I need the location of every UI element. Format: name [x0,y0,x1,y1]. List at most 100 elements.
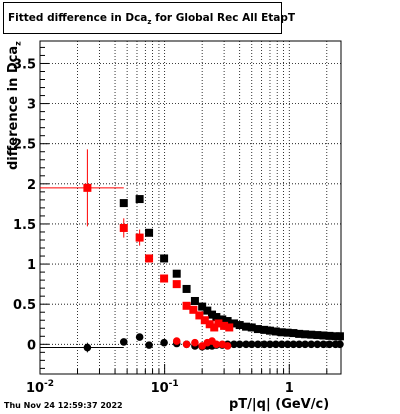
data-point-square [277,328,286,337]
data-point-circle [247,340,256,349]
chart-title: Fitted difference in Dcaz for Global Rec… [8,12,295,26]
data-point-circle [277,340,286,349]
data-point-square [225,323,234,332]
data-point-circle [135,333,144,341]
data-point-square [331,332,340,341]
data-point-square [283,328,292,337]
data-point-circle [235,340,244,349]
y-tick-label: 1 [27,258,36,273]
timestamp: Thu Nov 24 12:59:37 2022 [4,401,123,410]
data-point-circle [212,340,221,349]
data-point-circle [336,340,344,349]
data-point-circle [283,340,292,349]
data-point-square [295,329,304,338]
data-point-circle [266,340,274,349]
data-point-square [160,274,169,283]
data-point-square [145,254,154,263]
data-point-circle [83,343,92,352]
data-point-circle [160,338,168,347]
tick-labels: 10-2 10-1 1 0 0.5 1 1.5 2 2.5 3 3.5 [13,57,294,396]
data-point-square [260,325,269,334]
data-point-square [198,302,207,311]
chart-title-subscript: z [147,18,152,27]
data-point-square [83,183,92,192]
data-point-square [160,254,169,263]
data-point-square [135,233,144,242]
data-point-circle [301,340,309,349]
x-tick-label: 1 [285,381,294,396]
data-point-square [235,321,244,330]
data-point-circle [289,340,298,349]
y-tick-label: 0.5 [13,298,36,313]
y-tick-label: 1.5 [13,218,36,233]
data-point-square [205,320,214,329]
data-point-square [307,330,316,339]
data-point-square [289,329,298,338]
data-point-circle [260,340,269,349]
y-axis-label: difference in Dcaz [6,41,23,170]
title-box: Fitted difference in Dcaz for Global Rec… [3,2,295,34]
data-point-square [208,310,217,319]
x-tick-label: 10-1 [151,379,179,396]
data-point-square [172,280,181,289]
data-point-circle [242,340,250,349]
data-point-square [214,319,223,328]
grid [39,41,341,374]
data-points [83,183,344,352]
data-point-square [182,284,191,293]
y-tick-label: 3 [27,98,36,113]
data-point-circle [325,340,334,349]
data-point-square [203,306,212,315]
data-point-square [325,331,334,340]
y-axis-label-text: difference in Dca [6,45,21,170]
data-point-circle [119,338,128,346]
data-point-circle [319,340,328,349]
data-point-square [335,332,344,341]
data-point-square [135,195,144,204]
data-point-square [253,325,262,334]
data-point-circle [182,340,191,349]
data-point-square [210,323,219,332]
x-axis-label: pT/|q| (GeV/c) [229,397,330,412]
data-point-square [195,311,204,320]
data-point-circle [145,341,153,349]
y-tick-label: 3.5 [13,57,36,72]
data-point-circle [313,340,322,349]
data-point-square [119,199,128,208]
axis-ticks [39,46,328,374]
data-point-square [212,313,221,322]
data-point-square [271,327,280,336]
data-point-square [172,269,181,278]
data-point-circle [191,338,199,347]
plot-frame [39,40,342,375]
data-point-square [313,331,322,340]
data-point-circle [295,340,303,349]
data-point-square [301,330,310,339]
data-point-circle [223,342,232,350]
data-point-square [218,315,227,324]
data-point-circle [307,340,316,349]
data-point-square [119,223,128,232]
data-point-square [220,321,229,330]
chart-title-suffix: for Global Rec All EtapT [151,12,296,24]
data-point-square [265,326,274,335]
data-point-square [189,305,198,314]
data-point-square [242,322,251,331]
y-tick-label: 2 [27,178,36,193]
data-point-square [229,319,238,328]
data-point-circle [172,337,181,345]
data-point-square [319,331,328,340]
data-point-square [190,296,199,305]
chart-title-prefix: Fitted difference in Dca [8,12,148,24]
x-tick-label: 10-2 [26,379,54,396]
data-point-circle [230,340,238,349]
data-point-square [182,301,191,310]
error-bars [40,149,141,353]
data-point-square [247,323,256,332]
data-point-square [145,228,154,237]
data-point-circle [272,340,280,349]
y-tick-label: 2.5 [13,138,36,153]
data-point-square [200,316,209,325]
data-point-circle [254,340,262,349]
